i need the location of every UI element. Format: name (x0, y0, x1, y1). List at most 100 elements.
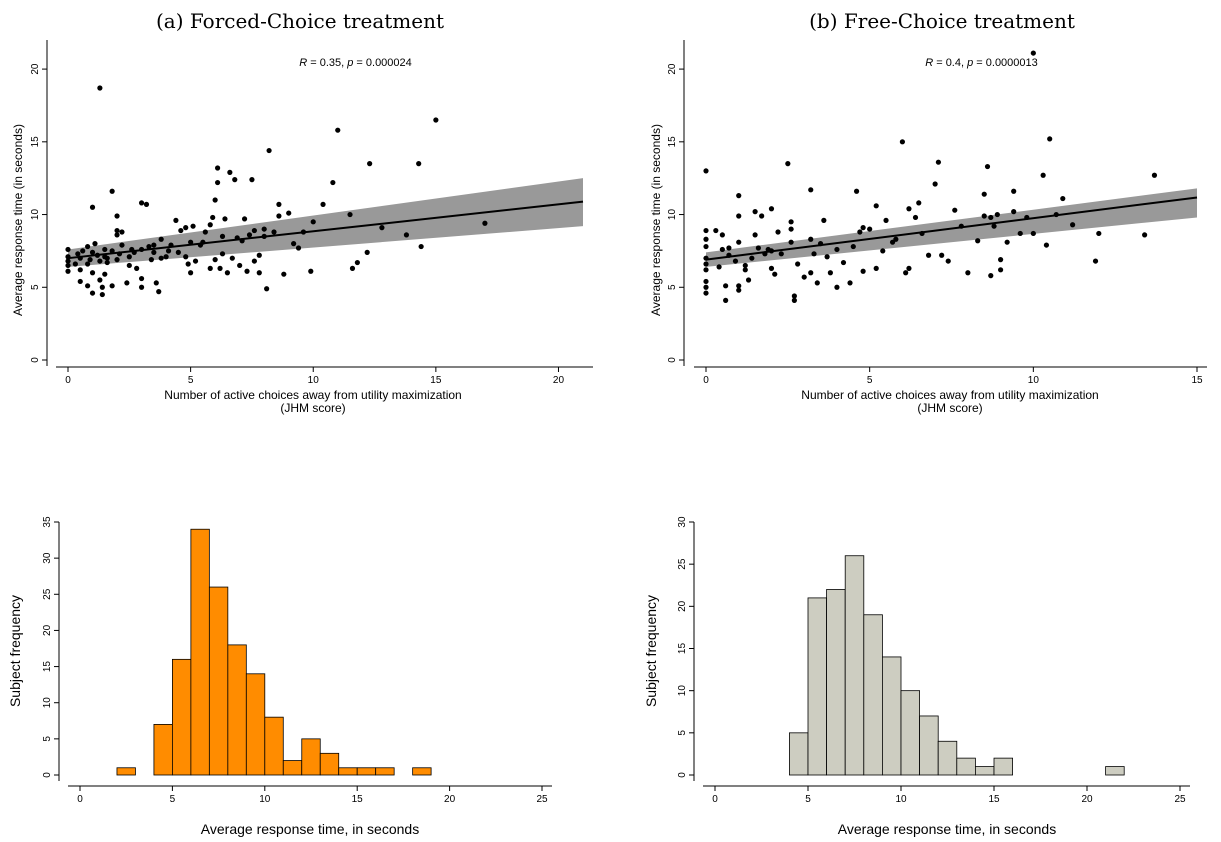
regression-line (705, 196, 1198, 261)
data-point (85, 243, 91, 250)
data-point (1011, 188, 1017, 194)
x-tick-label: 10 (1028, 375, 1040, 386)
histogram-bar (245, 673, 266, 776)
data-point (772, 271, 778, 277)
data-point (183, 225, 189, 231)
data-point (945, 258, 951, 264)
y-tick-label: 20 (667, 63, 678, 75)
data-point (873, 203, 879, 209)
x-tick-label: 5 (805, 794, 811, 805)
x-tick-label: 10 (259, 794, 271, 805)
data-point (227, 169, 233, 175)
data-point (65, 246, 71, 253)
data-point (276, 213, 282, 219)
data-point (183, 254, 189, 260)
data-point (134, 265, 140, 271)
data-point (925, 252, 932, 258)
y-tick-label: 25 (42, 588, 53, 600)
data-point (77, 267, 83, 273)
data-point (791, 297, 797, 303)
data-point (65, 258, 71, 264)
histogram-bar (208, 586, 229, 776)
data-point (158, 255, 164, 261)
y-axis-label: Subject frequency (7, 595, 23, 707)
data-point (190, 223, 196, 229)
data-point (261, 226, 267, 232)
y-tick-label: 30 (677, 516, 688, 528)
data-point (713, 227, 719, 234)
histogram-bar (863, 614, 883, 776)
data-point (87, 257, 93, 263)
data-point (212, 197, 218, 203)
data-point (916, 200, 922, 206)
data-point (175, 249, 181, 255)
data-point (834, 246, 840, 253)
data-point (736, 239, 742, 245)
histogram-bar (807, 597, 828, 776)
x-tick-label: 20 (553, 375, 565, 386)
data-point (163, 254, 169, 260)
data-point (65, 262, 71, 269)
data-point (998, 257, 1004, 263)
y-tick-label: 35 (42, 516, 53, 528)
data-point (217, 265, 223, 271)
data-point (310, 219, 316, 225)
data-point (1060, 195, 1066, 202)
histogram-bar (882, 656, 902, 776)
data-point (1030, 50, 1036, 56)
data-point (188, 239, 194, 245)
data-point (788, 239, 794, 245)
y-axis-label: Average response time (in seconds) (11, 124, 25, 316)
scatter-panel-free-choice: (b) Free-Choice treatment 0 5 10 15 0 5 10 15 20… (649, 9, 1207, 415)
y-tick-label: 10 (30, 209, 41, 221)
x-tick-label: 20 (444, 794, 456, 805)
data-point (981, 191, 987, 197)
data-point (173, 217, 179, 223)
data-point (988, 273, 994, 279)
data-point (788, 219, 794, 225)
data-point (482, 220, 488, 226)
histogram-bar (356, 767, 377, 776)
data-point (99, 291, 105, 298)
y-tick-label: 15 (42, 661, 53, 673)
data-point (102, 246, 108, 253)
data-point (281, 271, 287, 277)
data-point (349, 265, 356, 271)
data-point (99, 284, 105, 290)
x-tick-label: 5 (170, 794, 176, 805)
y-axis-label: Average response time (in seconds) (649, 124, 663, 316)
data-point (109, 188, 115, 194)
data-point (723, 297, 729, 303)
x-tick-label: 10 (308, 375, 320, 386)
data-point (244, 268, 250, 274)
data-point (80, 248, 86, 254)
data-point (1017, 230, 1023, 237)
x-tick-label: 0 (703, 375, 709, 386)
y-tick-label: 20 (30, 63, 41, 75)
y-tick-label: 5 (667, 284, 678, 290)
data-point (97, 258, 103, 264)
data-point (251, 227, 257, 234)
data-point (1151, 172, 1158, 178)
data-point (379, 225, 385, 231)
data-point (249, 177, 255, 183)
y-tick-label: 15 (667, 136, 678, 148)
x-tick-label: 20 (1081, 794, 1093, 805)
data-point (271, 229, 277, 235)
panel-title: (b) Free-Choice treatment (809, 9, 1075, 33)
data-point (256, 270, 262, 276)
data-point (148, 257, 154, 263)
data-point (998, 267, 1004, 273)
confidence-band (68, 178, 583, 267)
correlation-annotation: R = 0.4, p = 0.0000013 (925, 57, 1038, 69)
y-tick-label: 0 (42, 772, 53, 778)
y-tick-label: 5 (30, 284, 41, 290)
data-point (991, 223, 997, 229)
histogram-bar (412, 767, 432, 776)
data-point (266, 147, 272, 154)
data-point (251, 258, 257, 264)
y-tick-label: 30 (42, 552, 53, 564)
data-point (834, 284, 840, 290)
y-axis-label: Subject frequency (643, 595, 659, 707)
y-tick-label: 10 (677, 685, 688, 697)
